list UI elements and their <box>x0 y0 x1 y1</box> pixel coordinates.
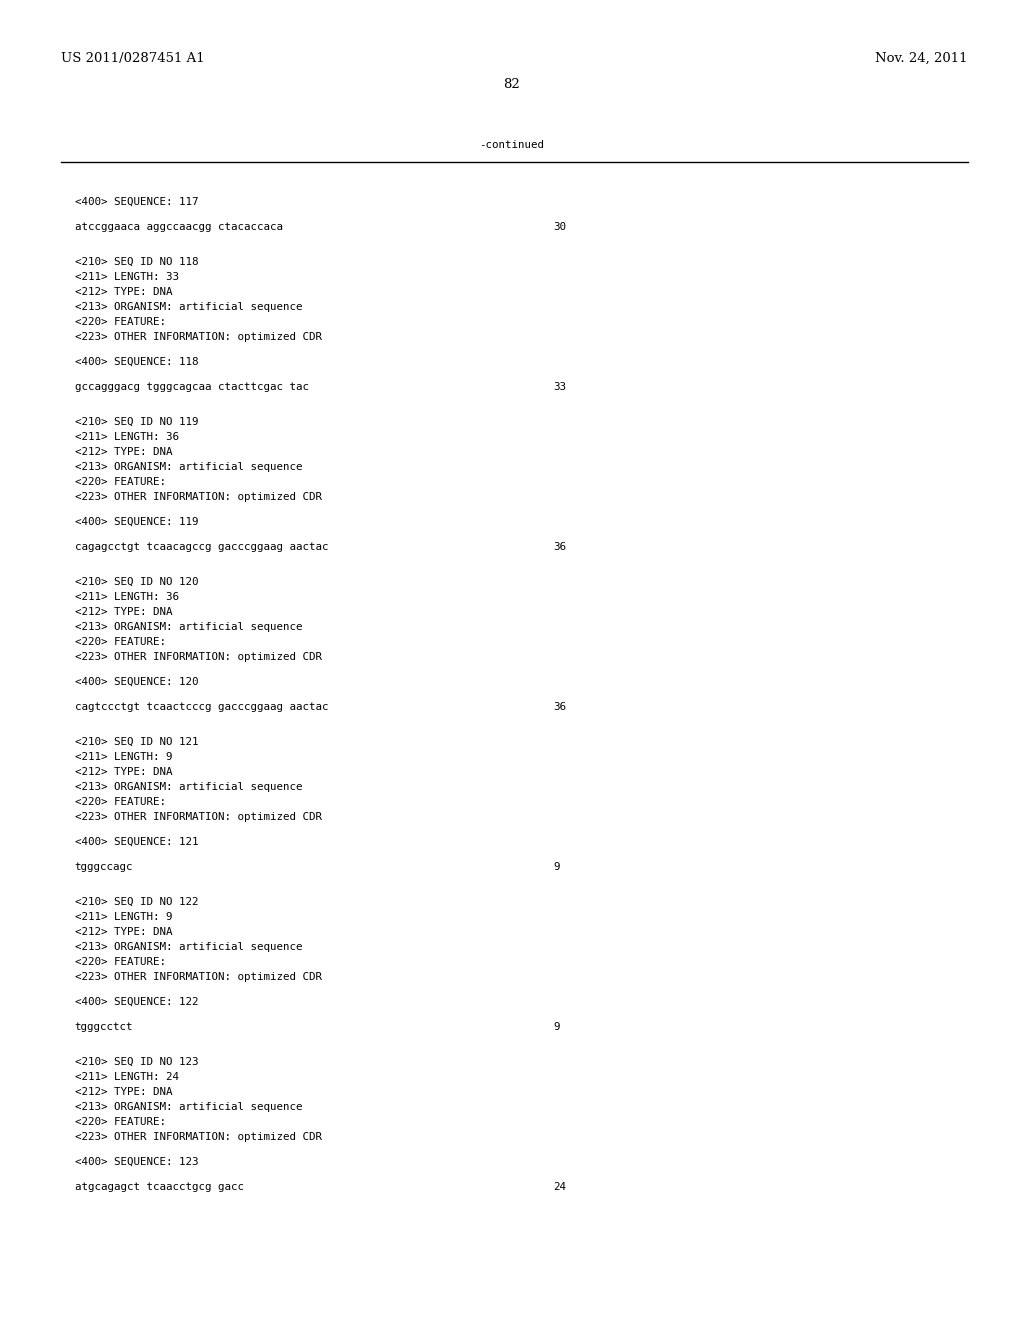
Text: <210> SEQ ID NO 119: <210> SEQ ID NO 119 <box>75 417 199 426</box>
Text: <211> LENGTH: 36: <211> LENGTH: 36 <box>75 432 179 442</box>
Text: <210> SEQ ID NO 123: <210> SEQ ID NO 123 <box>75 1057 199 1067</box>
Text: <400> SEQUENCE: 117: <400> SEQUENCE: 117 <box>75 197 199 207</box>
Text: tgggccagc: tgggccagc <box>75 862 133 873</box>
Text: <223> OTHER INFORMATION: optimized CDR: <223> OTHER INFORMATION: optimized CDR <box>75 652 322 663</box>
Text: <210> SEQ ID NO 120: <210> SEQ ID NO 120 <box>75 577 199 587</box>
Text: <400> SEQUENCE: 118: <400> SEQUENCE: 118 <box>75 356 199 367</box>
Text: <220> FEATURE:: <220> FEATURE: <box>75 317 166 327</box>
Text: atgcagagct tcaacctgcg gacc: atgcagagct tcaacctgcg gacc <box>75 1181 244 1192</box>
Text: <213> ORGANISM: artificial sequence: <213> ORGANISM: artificial sequence <box>75 302 302 312</box>
Text: <223> OTHER INFORMATION: optimized CDR: <223> OTHER INFORMATION: optimized CDR <box>75 812 322 822</box>
Text: <400> SEQUENCE: 121: <400> SEQUENCE: 121 <box>75 837 199 847</box>
Text: 33: 33 <box>553 381 566 392</box>
Text: <220> FEATURE:: <220> FEATURE: <box>75 957 166 968</box>
Text: gccagggacg tgggcagcaa ctacttcgac tac: gccagggacg tgggcagcaa ctacttcgac tac <box>75 381 309 392</box>
Text: <400> SEQUENCE: 122: <400> SEQUENCE: 122 <box>75 997 199 1007</box>
Text: <213> ORGANISM: artificial sequence: <213> ORGANISM: artificial sequence <box>75 622 302 632</box>
Text: <223> OTHER INFORMATION: optimized CDR: <223> OTHER INFORMATION: optimized CDR <box>75 333 322 342</box>
Text: tgggcctct: tgggcctct <box>75 1022 133 1032</box>
Text: cagagcctgt tcaacagccg gacccggaag aactac: cagagcctgt tcaacagccg gacccggaag aactac <box>75 543 329 552</box>
Text: US 2011/0287451 A1: US 2011/0287451 A1 <box>61 51 205 65</box>
Text: <223> OTHER INFORMATION: optimized CDR: <223> OTHER INFORMATION: optimized CDR <box>75 492 322 502</box>
Text: 30: 30 <box>553 222 566 232</box>
Text: <400> SEQUENCE: 119: <400> SEQUENCE: 119 <box>75 517 199 527</box>
Text: <211> LENGTH: 9: <211> LENGTH: 9 <box>75 912 172 921</box>
Text: <220> FEATURE:: <220> FEATURE: <box>75 477 166 487</box>
Text: cagtccctgt tcaactcccg gacccggaag aactac: cagtccctgt tcaactcccg gacccggaag aactac <box>75 702 329 711</box>
Text: -continued: -continued <box>479 140 545 150</box>
Text: <213> ORGANISM: artificial sequence: <213> ORGANISM: artificial sequence <box>75 1102 302 1111</box>
Text: <212> TYPE: DNA: <212> TYPE: DNA <box>75 767 172 777</box>
Text: <213> ORGANISM: artificial sequence: <213> ORGANISM: artificial sequence <box>75 462 302 473</box>
Text: <212> TYPE: DNA: <212> TYPE: DNA <box>75 927 172 937</box>
Text: <223> OTHER INFORMATION: optimized CDR: <223> OTHER INFORMATION: optimized CDR <box>75 1133 322 1142</box>
Text: <212> TYPE: DNA: <212> TYPE: DNA <box>75 286 172 297</box>
Text: <400> SEQUENCE: 120: <400> SEQUENCE: 120 <box>75 677 199 686</box>
Text: <212> TYPE: DNA: <212> TYPE: DNA <box>75 1086 172 1097</box>
Text: atccggaaca aggccaacgg ctacaccaca: atccggaaca aggccaacgg ctacaccaca <box>75 222 283 232</box>
Text: 82: 82 <box>504 78 520 91</box>
Text: <211> LENGTH: 9: <211> LENGTH: 9 <box>75 752 172 762</box>
Text: <213> ORGANISM: artificial sequence: <213> ORGANISM: artificial sequence <box>75 781 302 792</box>
Text: <220> FEATURE:: <220> FEATURE: <box>75 797 166 807</box>
Text: <211> LENGTH: 33: <211> LENGTH: 33 <box>75 272 179 282</box>
Text: <220> FEATURE:: <220> FEATURE: <box>75 638 166 647</box>
Text: <223> OTHER INFORMATION: optimized CDR: <223> OTHER INFORMATION: optimized CDR <box>75 972 322 982</box>
Text: <210> SEQ ID NO 118: <210> SEQ ID NO 118 <box>75 257 199 267</box>
Text: 9: 9 <box>553 862 559 873</box>
Text: 9: 9 <box>553 1022 559 1032</box>
Text: <400> SEQUENCE: 123: <400> SEQUENCE: 123 <box>75 1158 199 1167</box>
Text: <210> SEQ ID NO 121: <210> SEQ ID NO 121 <box>75 737 199 747</box>
Text: <220> FEATURE:: <220> FEATURE: <box>75 1117 166 1127</box>
Text: <210> SEQ ID NO 122: <210> SEQ ID NO 122 <box>75 898 199 907</box>
Text: <212> TYPE: DNA: <212> TYPE: DNA <box>75 447 172 457</box>
Text: <211> LENGTH: 24: <211> LENGTH: 24 <box>75 1072 179 1082</box>
Text: 24: 24 <box>553 1181 566 1192</box>
Text: 36: 36 <box>553 702 566 711</box>
Text: Nov. 24, 2011: Nov. 24, 2011 <box>876 51 968 65</box>
Text: <212> TYPE: DNA: <212> TYPE: DNA <box>75 607 172 616</box>
Text: <211> LENGTH: 36: <211> LENGTH: 36 <box>75 591 179 602</box>
Text: <213> ORGANISM: artificial sequence: <213> ORGANISM: artificial sequence <box>75 942 302 952</box>
Text: 36: 36 <box>553 543 566 552</box>
